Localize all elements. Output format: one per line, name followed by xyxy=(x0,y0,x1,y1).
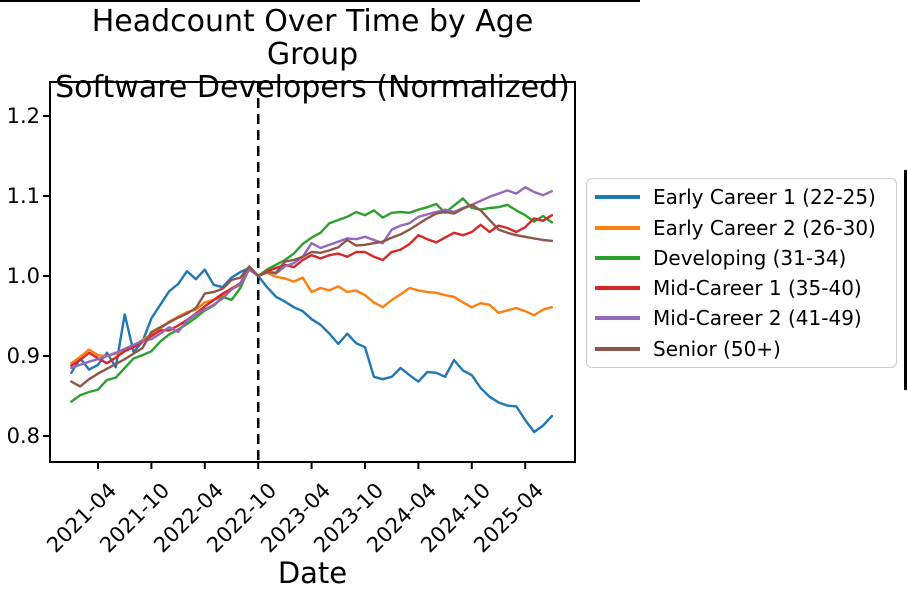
series-line-mid-career-2-41-49 xyxy=(70,185,554,370)
legend-line-swatch xyxy=(595,346,640,351)
chart-title: Headcount Over Time by Age Group xyxy=(91,4,534,72)
legend: Early Career 1 (22-25) Early Career 2 (26… xyxy=(586,178,897,368)
legend-label: Early Career 2 (26-30) xyxy=(653,215,876,240)
y-tick-label: 1.1 xyxy=(6,184,40,208)
legend-item: Early Career 2 (26-30) xyxy=(595,216,896,240)
series-line-senior-50 xyxy=(70,203,554,388)
chart-subtitle: Software Developers (Normalized) xyxy=(55,70,570,105)
series-line-early-career-2-26-30 xyxy=(70,267,554,365)
legend-label: Developing (31-34) xyxy=(653,245,847,270)
legend-item: Senior (50+) xyxy=(595,337,896,361)
series-line-developing-31-34 xyxy=(70,197,554,403)
legend-line-swatch xyxy=(595,316,640,321)
y-tick-label: 1.0 xyxy=(6,264,40,288)
plot-frame xyxy=(49,81,576,463)
y-tick-label: 1.2 xyxy=(6,104,40,128)
legend-item: Developing (31-34) xyxy=(595,246,896,270)
chart-title-block: Headcount Over Time by Age Group Softwar… xyxy=(50,5,575,104)
legend-line-swatch xyxy=(595,286,640,291)
y-tick-label: 0.9 xyxy=(6,344,40,368)
legend-line-swatch xyxy=(595,255,640,260)
legend-item: Mid-Career 2 (41-49) xyxy=(595,306,896,330)
screen-artifact-top-edge xyxy=(0,0,640,2)
series-line-mid-career-1-35-40 xyxy=(70,213,554,367)
series-line-early-career-1-22-25 xyxy=(70,266,554,434)
legend-label: Mid-Career 1 (35-40) xyxy=(653,276,862,301)
legend-label: Senior (50+) xyxy=(653,336,781,361)
legend-line-swatch xyxy=(595,195,640,200)
screen-artifact-right-edge xyxy=(904,170,907,390)
legend-label: Early Career 1 (22-25) xyxy=(653,185,876,210)
legend-line-swatch xyxy=(595,225,640,230)
y-tick-label: 0.8 xyxy=(6,424,40,448)
legend-item: Mid-Career 1 (35-40) xyxy=(595,276,896,300)
legend-label: Mid-Career 2 (41-49) xyxy=(653,306,862,331)
x-axis-title: Date xyxy=(277,556,348,590)
legend-item: Early Career 1 (22-25) xyxy=(595,185,896,209)
